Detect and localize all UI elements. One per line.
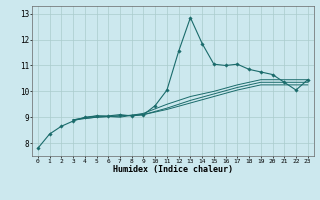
X-axis label: Humidex (Indice chaleur): Humidex (Indice chaleur) <box>113 165 233 174</box>
